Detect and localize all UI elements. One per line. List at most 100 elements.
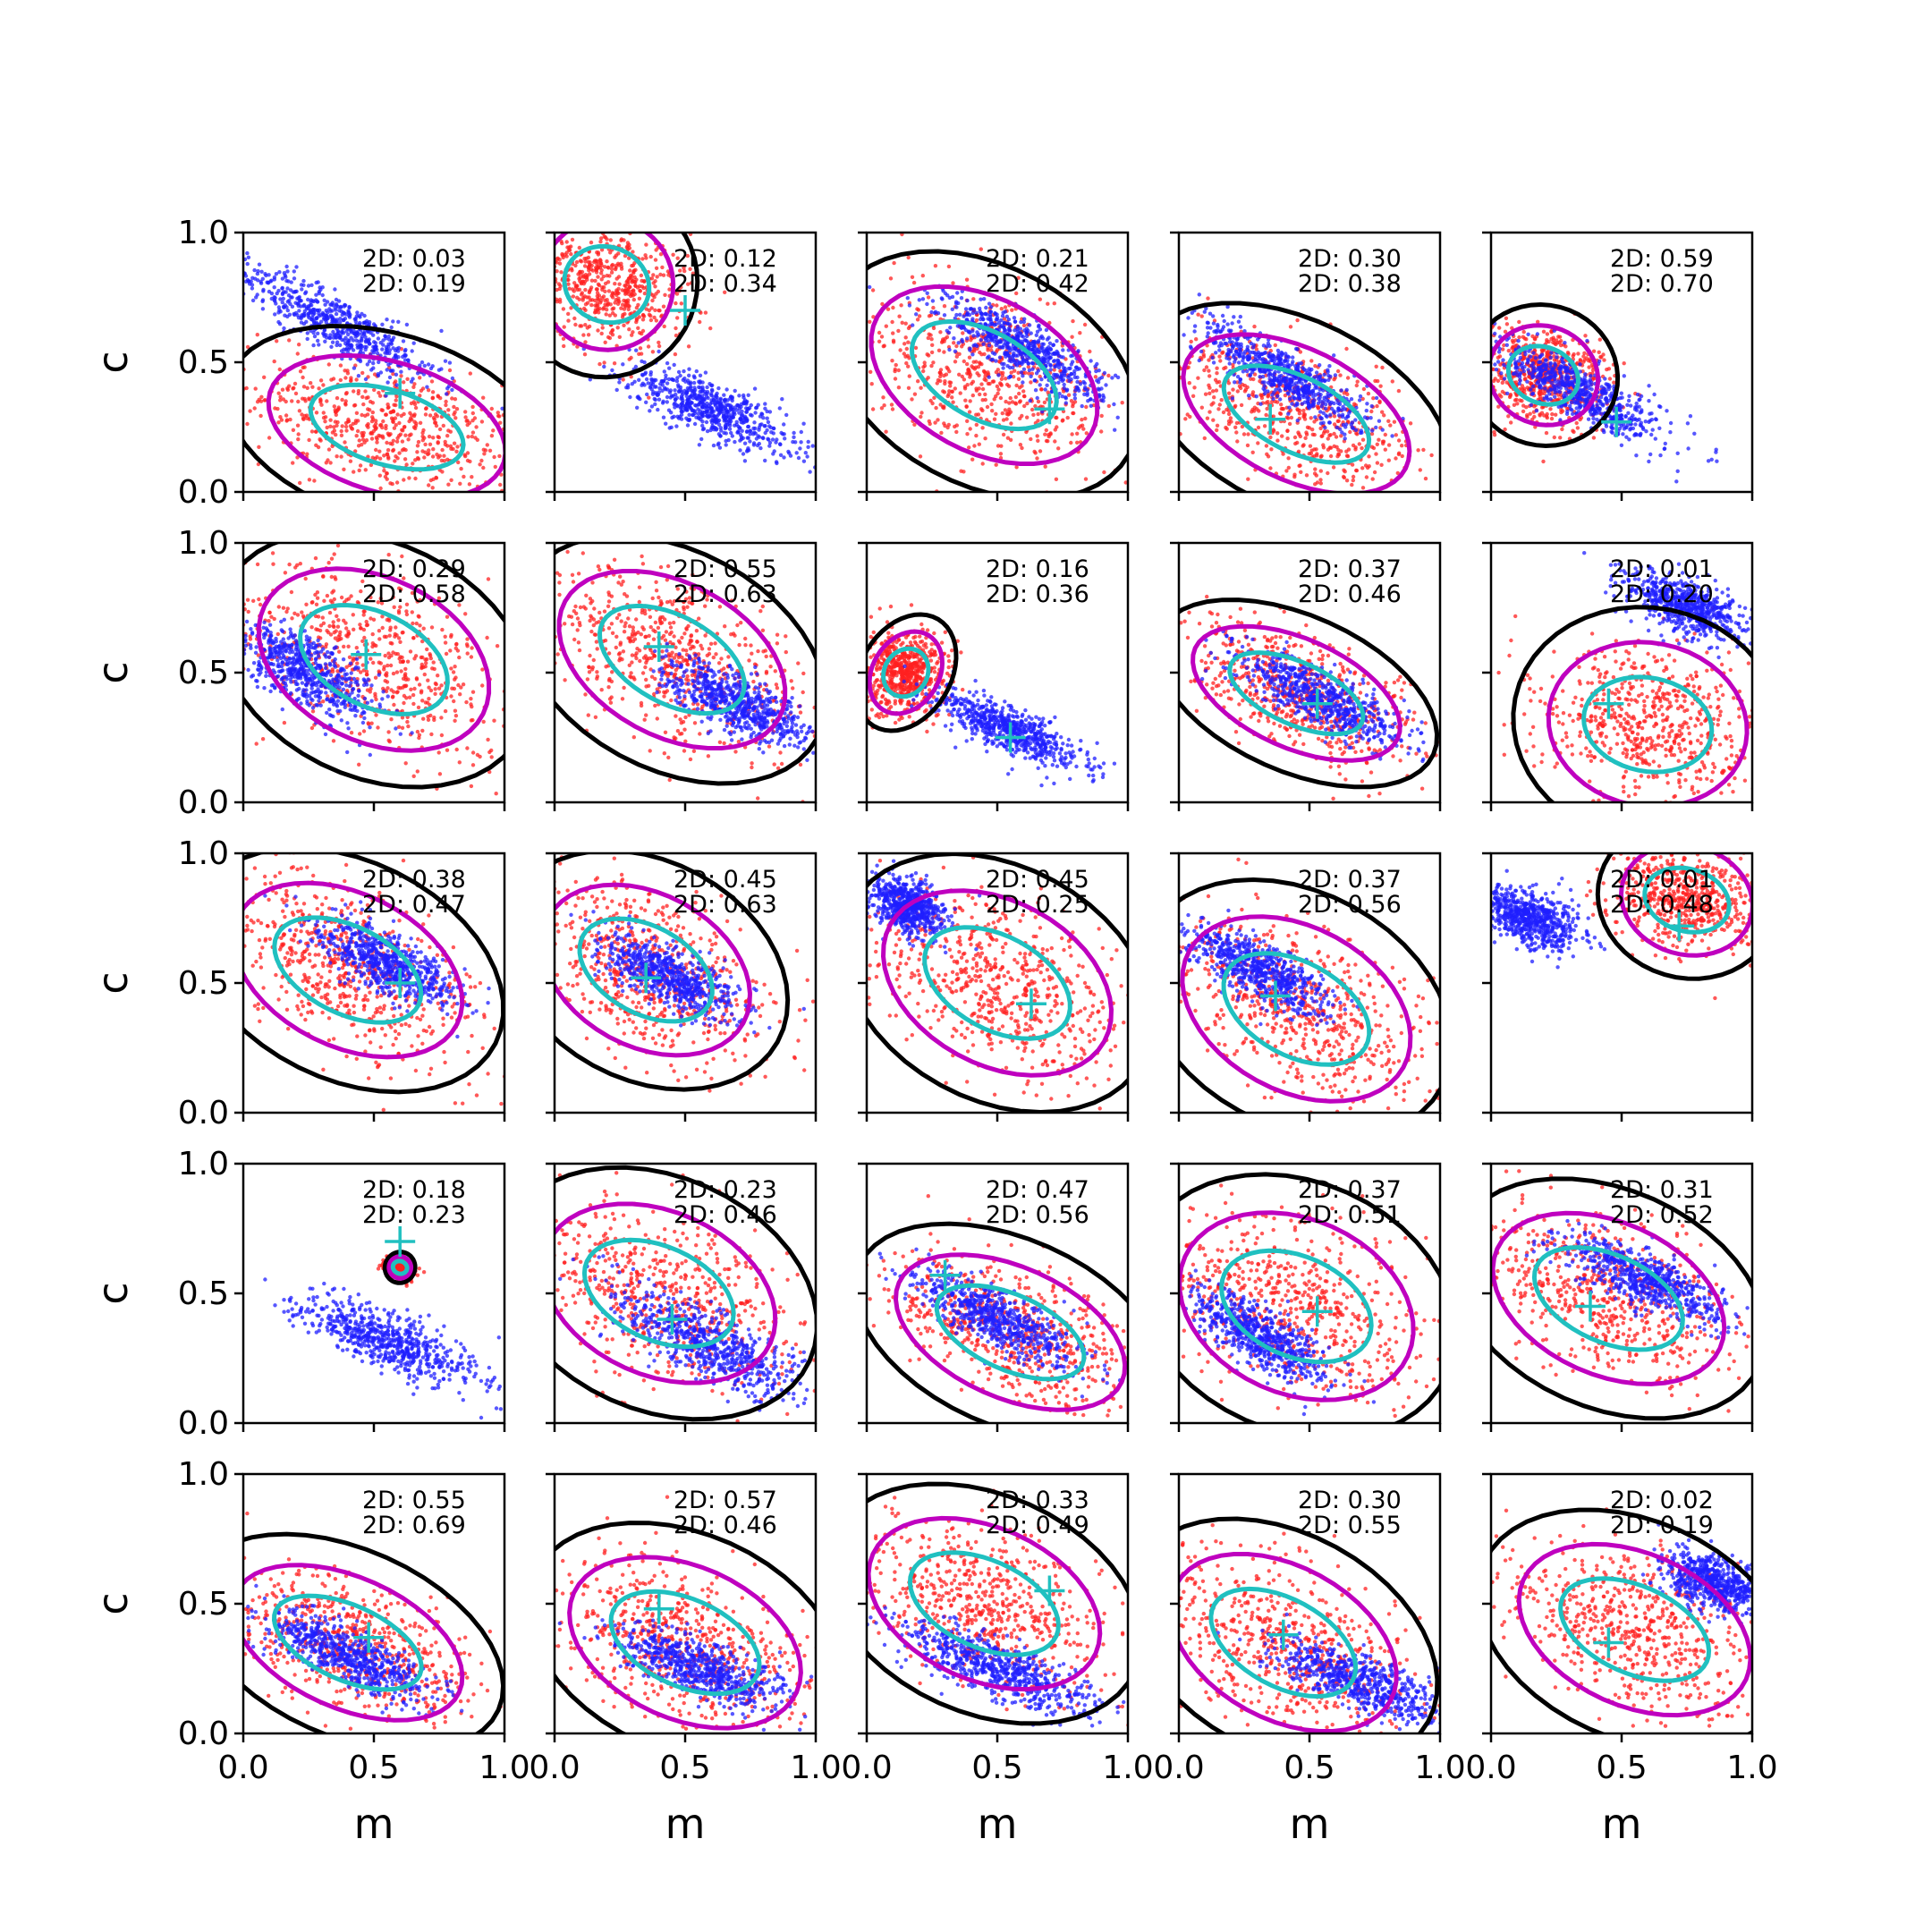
blue-point bbox=[602, 365, 606, 369]
red-point bbox=[446, 428, 450, 432]
blue-point bbox=[394, 354, 397, 358]
red-point bbox=[370, 432, 374, 436]
blue-point bbox=[379, 341, 383, 344]
red-point bbox=[360, 371, 364, 375]
red-point bbox=[1275, 400, 1279, 403]
red-point bbox=[470, 475, 473, 479]
red-point bbox=[1190, 340, 1193, 343]
red-point bbox=[1217, 354, 1221, 358]
red-point bbox=[1215, 388, 1218, 392]
red-point bbox=[408, 411, 411, 415]
blue-point bbox=[645, 377, 648, 381]
red-point bbox=[1214, 378, 1217, 382]
red-point bbox=[1061, 419, 1064, 422]
red-point bbox=[273, 360, 276, 363]
red-point bbox=[965, 278, 969, 282]
blue-point bbox=[371, 361, 375, 365]
blue-point bbox=[331, 301, 335, 304]
red-point bbox=[1269, 447, 1273, 451]
red-point bbox=[453, 416, 457, 419]
red-point bbox=[974, 434, 978, 437]
blue-point bbox=[705, 386, 708, 389]
red-point bbox=[968, 410, 971, 413]
blue-point bbox=[689, 394, 692, 398]
red-point bbox=[1252, 325, 1256, 328]
red-point bbox=[392, 409, 395, 412]
blue-point bbox=[712, 444, 716, 447]
blue-point bbox=[692, 381, 696, 385]
blue-point bbox=[325, 315, 328, 318]
red-point bbox=[342, 468, 345, 471]
blue-point bbox=[675, 376, 679, 379]
red-point bbox=[999, 452, 1003, 455]
blue-point bbox=[1328, 413, 1332, 417]
red-point bbox=[674, 326, 677, 330]
blue-point bbox=[989, 310, 993, 314]
red-point bbox=[1010, 370, 1013, 374]
red-point bbox=[1387, 443, 1391, 446]
blue-point bbox=[1333, 411, 1336, 414]
red-point bbox=[1246, 478, 1250, 481]
red-point bbox=[630, 278, 633, 282]
red-point bbox=[1377, 438, 1380, 442]
red-point bbox=[890, 359, 894, 362]
blue-point bbox=[663, 369, 666, 373]
red-point bbox=[1000, 377, 1004, 381]
blue-point bbox=[396, 320, 400, 324]
red-point bbox=[983, 436, 987, 440]
red-point bbox=[1358, 442, 1361, 445]
blue-point bbox=[807, 440, 810, 444]
red-point bbox=[965, 432, 969, 436]
red-point bbox=[318, 397, 322, 401]
red-point bbox=[1002, 433, 1005, 436]
red-point bbox=[1355, 384, 1359, 387]
red-point bbox=[392, 403, 395, 407]
red-point bbox=[657, 344, 661, 348]
red-point bbox=[344, 399, 348, 402]
red-point bbox=[631, 330, 634, 334]
blue-point bbox=[300, 287, 303, 291]
red-point bbox=[361, 402, 365, 406]
red-point bbox=[923, 360, 927, 364]
blue-point bbox=[1261, 386, 1265, 390]
blue-point bbox=[1089, 359, 1092, 362]
red-point bbox=[386, 448, 390, 452]
blue-point bbox=[316, 339, 319, 343]
red-point bbox=[963, 386, 967, 390]
blue-point bbox=[1289, 377, 1292, 381]
red-point bbox=[442, 424, 445, 428]
blue-point bbox=[1001, 310, 1004, 314]
blue-point bbox=[1287, 406, 1291, 410]
blue-point bbox=[628, 395, 631, 399]
blue-point bbox=[1261, 357, 1265, 360]
blue-point bbox=[1064, 401, 1068, 404]
red-point bbox=[468, 421, 471, 425]
red-point bbox=[584, 257, 588, 260]
red-point bbox=[332, 377, 335, 380]
blue-point bbox=[759, 422, 763, 426]
blue-point bbox=[288, 313, 292, 317]
red-point bbox=[606, 303, 609, 307]
red-point bbox=[1099, 429, 1103, 433]
red-point bbox=[880, 406, 884, 410]
red-point bbox=[651, 350, 655, 353]
red-point bbox=[583, 288, 587, 292]
red-point bbox=[1285, 436, 1289, 440]
red-point bbox=[1077, 426, 1080, 429]
red-point bbox=[1001, 374, 1004, 377]
red-point bbox=[1400, 444, 1403, 447]
blue-point bbox=[700, 424, 704, 428]
y-axis-label: c bbox=[89, 351, 137, 373]
red-point bbox=[891, 331, 894, 335]
red-point bbox=[361, 437, 365, 441]
blue-point bbox=[653, 402, 657, 406]
red-point bbox=[986, 405, 989, 409]
blue-point bbox=[1341, 413, 1344, 417]
blue-point bbox=[747, 425, 750, 428]
red-point bbox=[990, 409, 994, 412]
red-point bbox=[326, 426, 329, 429]
blue-point bbox=[719, 407, 723, 411]
blue-point bbox=[954, 305, 958, 309]
red-point bbox=[918, 314, 921, 318]
red-point bbox=[1029, 380, 1032, 384]
